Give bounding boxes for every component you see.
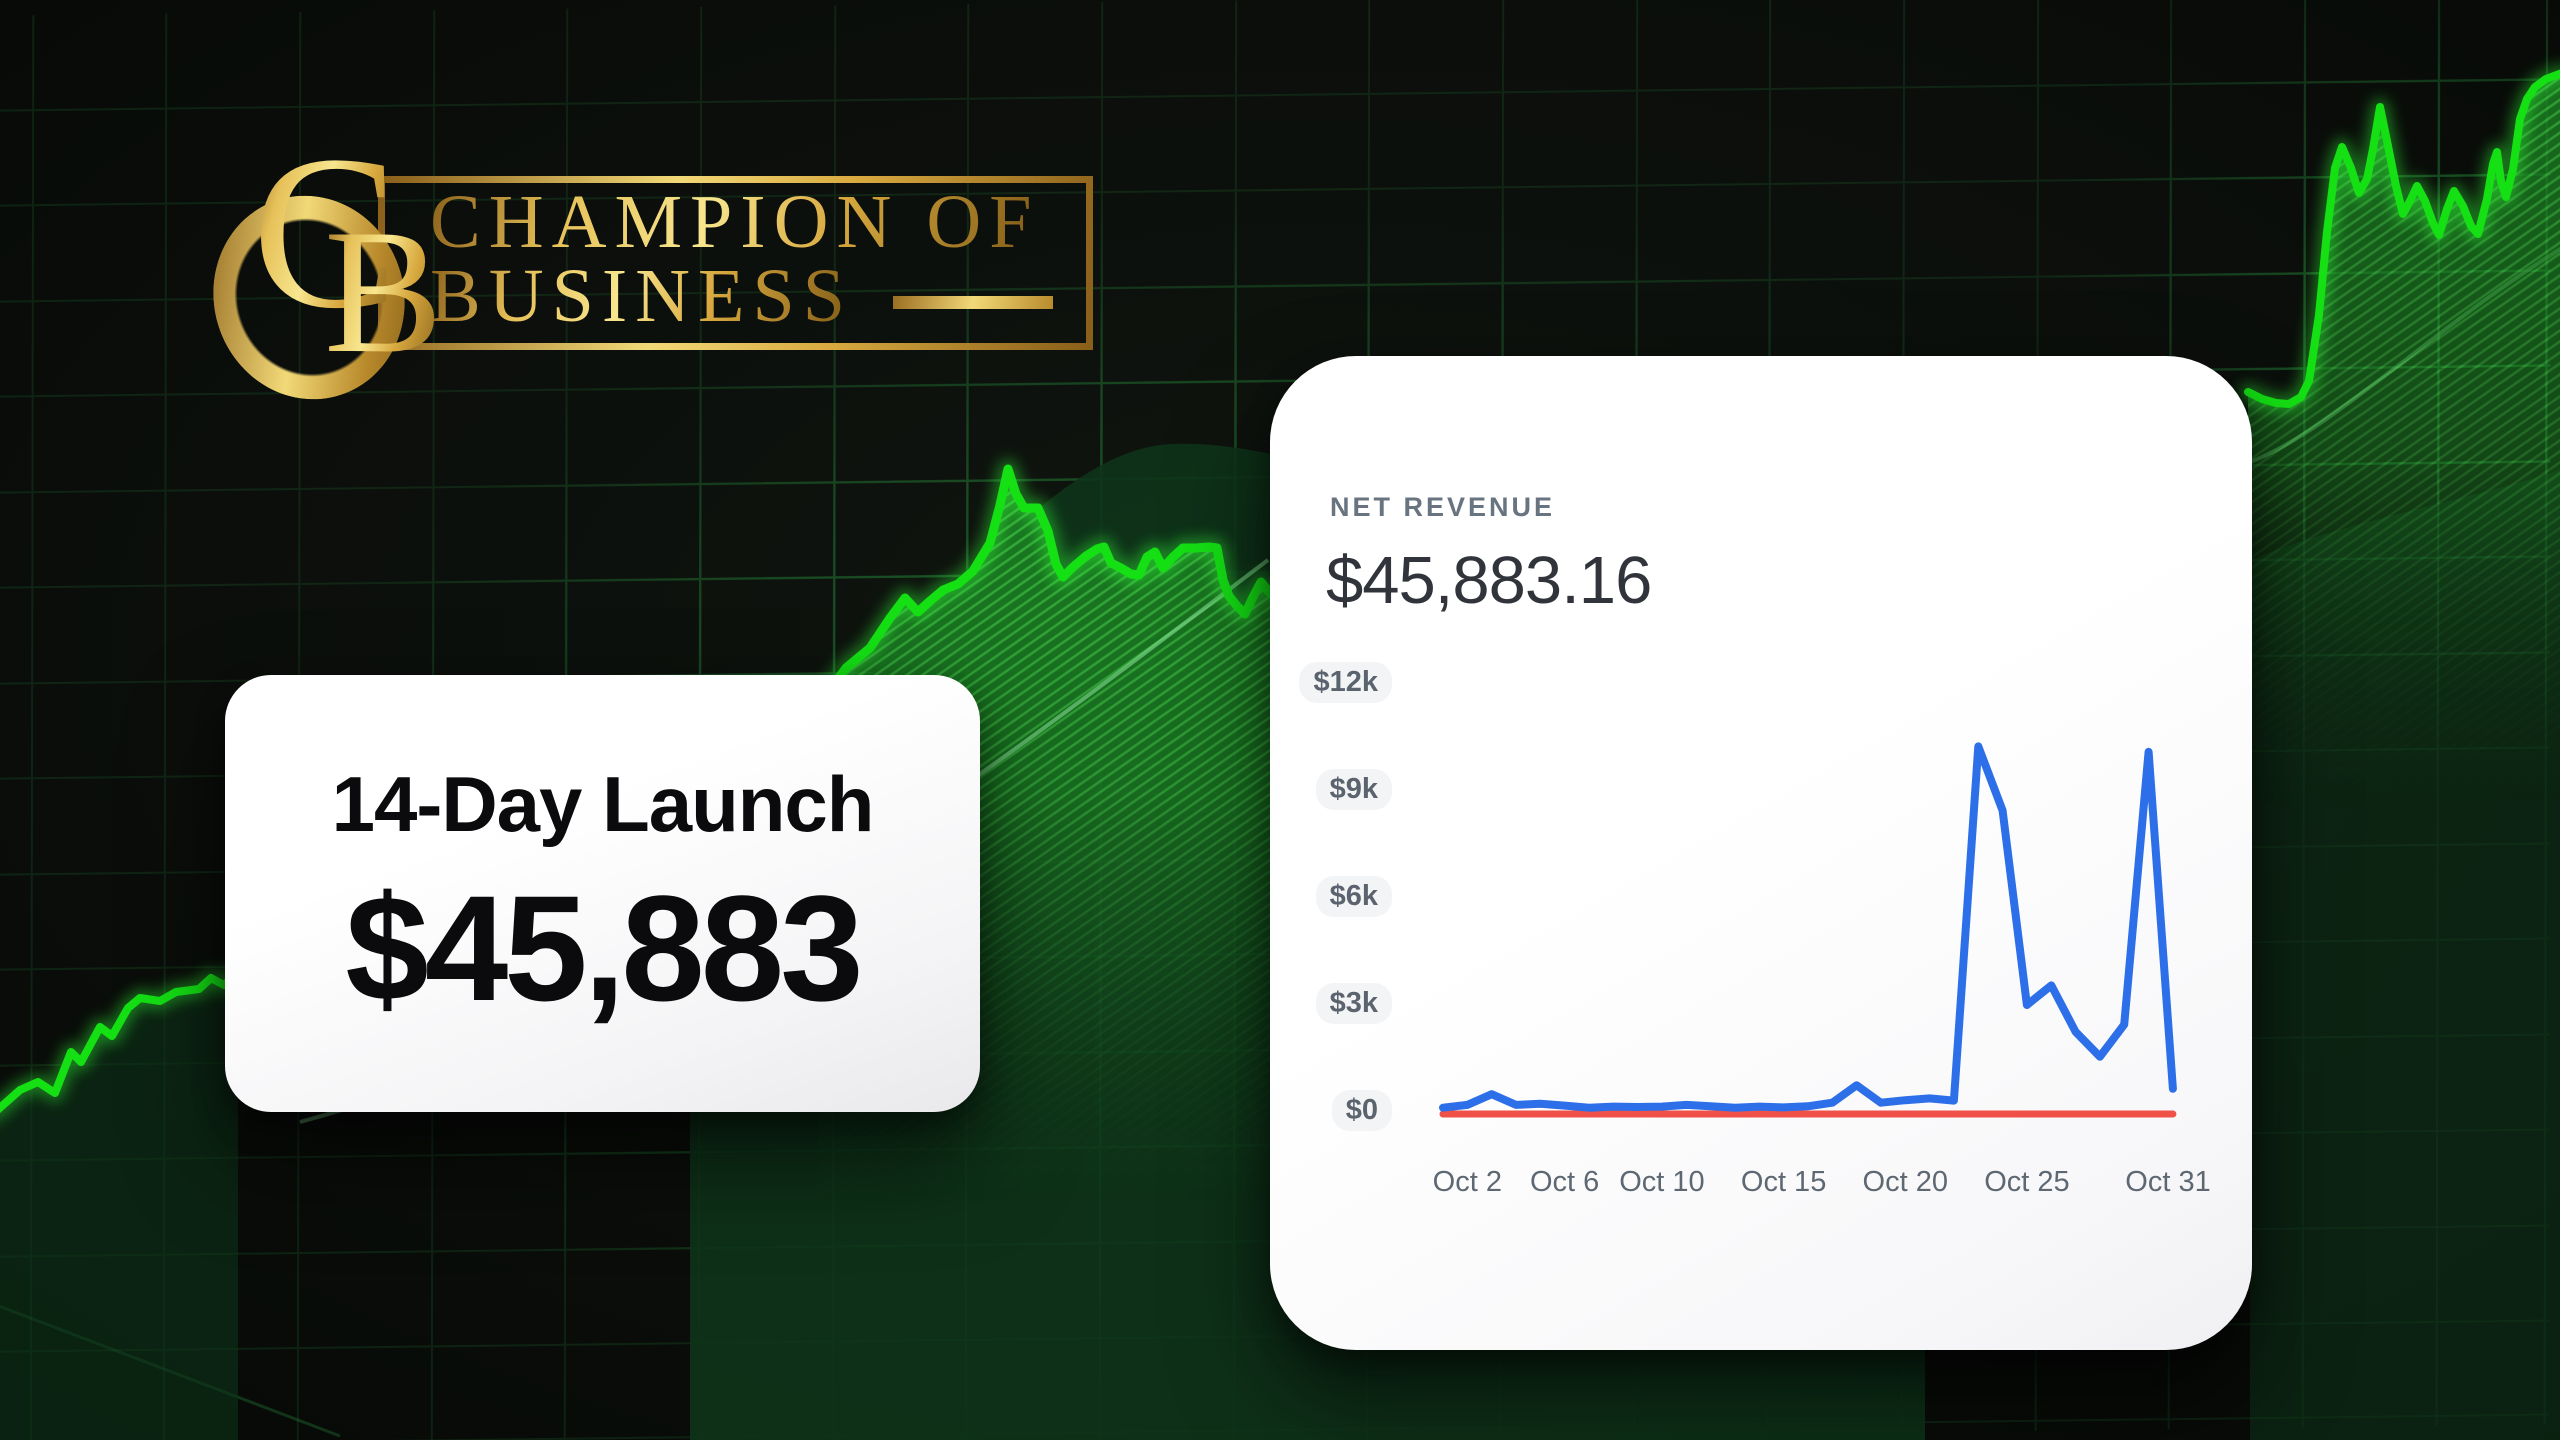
blue-revenue-series [1439, 742, 2177, 1112]
monogram-letter-c: C [252, 122, 399, 342]
launch-stat-card: 14-Day Launch $45,883 [225, 675, 980, 1112]
cb-monogram: C B [186, 122, 492, 425]
logo-wordmark-line1: CHAMPION OF [430, 180, 1040, 264]
champion-of-business-logo: CHAMPION OF BUSINESS C B [186, 122, 1112, 425]
green-price-line-bottom-left [0, 963, 247, 1120]
green-price-line-center [808, 459, 1294, 716]
x-axis-tick-label: Oct 6 [1529, 1166, 1600, 1198]
x-axis-tick-label: Oct 20 [1862, 1166, 1948, 1198]
y-axis-tick-label: $9k [1270, 769, 1392, 810]
stat-card-title: 14-Day Launch [331, 759, 875, 848]
y-axis-tick-label: $6k [1270, 876, 1392, 917]
monogram-letter-b: B [324, 192, 443, 390]
y-axis-tick-label: $0 [1270, 1090, 1392, 1131]
net-revenue-label: NET REVENUE [1330, 492, 1556, 522]
x-axis-tick-label: Oct 2 [1432, 1166, 1502, 1198]
x-axis-tick-label: Oct 31 [2125, 1166, 2211, 1198]
logo-underline-bar [893, 296, 1053, 309]
y-axis-tick-label: $3k [1270, 983, 1392, 1024]
net-revenue-amount: $45,883.16 [1326, 543, 1652, 618]
logo-wordmark-line2: BUSINESS [430, 254, 853, 338]
green-price-line-top-right [2239, 64, 2560, 413]
x-axis-tick-label: Oct 25 [1984, 1166, 2070, 1198]
net-revenue-card: NET REVENUE $45,883.16 $12k $9k $6k $3k $0 O… [1270, 356, 2252, 1350]
x-axis-tick-label: Oct 10 [1619, 1166, 1705, 1198]
stat-card-value: $45,883 [345, 863, 863, 1032]
x-axis-tick-label: Oct 15 [1740, 1166, 1827, 1198]
revenue-line-chart [1439, 742, 2177, 1118]
logo-frame [378, 176, 1093, 350]
y-axis-tick-label: $12k [1270, 662, 1392, 703]
